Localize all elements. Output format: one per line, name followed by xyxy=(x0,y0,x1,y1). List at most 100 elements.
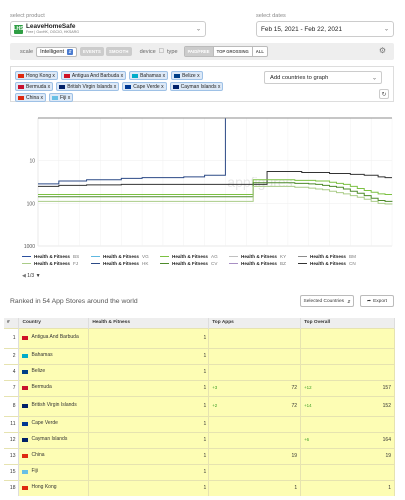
type-segmented-control: PAID/FREE TOP GROSSING ALL xyxy=(183,46,268,57)
flag-icon xyxy=(22,470,29,474)
legend-label: Health & Fitness xyxy=(172,254,208,259)
legend-item[interactable]: Health & Fitness BS xyxy=(22,253,91,260)
gear-icon[interactable]: ⚙ xyxy=(378,46,386,55)
legend-item[interactable]: Health & Fitness HK xyxy=(91,260,160,267)
country-chip[interactable]: Hong Kong x xyxy=(15,71,58,80)
country-chip[interactable]: Cayman Islands x xyxy=(169,82,224,91)
y-tick-label: 10 xyxy=(29,159,35,165)
table-cell: 1 xyxy=(88,347,210,364)
series-line xyxy=(38,171,392,187)
legend-row: Health & Fitness FJ Health & Fitness HK Heal… xyxy=(22,260,394,267)
chart-toolbar: scale Intelligent ⇵ EVENTS SMOOTH device… xyxy=(10,43,394,60)
top-overall-delta: +12 xyxy=(304,385,312,390)
country-panel: Hong Kong x Antigua And Barbuda x Bahamas … xyxy=(10,66,394,102)
legend-item[interactable]: Health & Fitness FJ xyxy=(22,260,91,267)
product-select[interactable]: LHS LeaveHomeSafe Free | GovHK, OGCIO, H… xyxy=(10,21,206,37)
legend-country-code: BM xyxy=(349,254,356,259)
legend-swatch xyxy=(91,255,100,258)
table-cell xyxy=(208,363,302,380)
row-number: 11 xyxy=(10,421,16,427)
pager-next-icon[interactable]: ▼ xyxy=(35,273,41,279)
country-chip[interactable]: China x xyxy=(15,93,46,102)
top-apps-rank: 72 xyxy=(291,385,298,391)
category-rank: 1 xyxy=(203,437,207,443)
export-label: Export xyxy=(373,298,387,304)
legend-item[interactable]: Health & Fitness CV xyxy=(160,260,229,267)
col-num[interactable]: # xyxy=(4,318,20,328)
selected-countries-select[interactable]: Selected Countries ⇵ xyxy=(300,295,354,307)
flag-icon xyxy=(172,84,179,89)
table-cell: Cayman Islands xyxy=(18,431,90,448)
type-top-grossing[interactable]: TOP GROSSING xyxy=(213,47,253,56)
flag-icon xyxy=(22,404,29,408)
legend-item[interactable]: Health & Fitness BM xyxy=(298,253,367,260)
col-country[interactable]: Country xyxy=(18,318,90,328)
legend-swatch xyxy=(298,255,307,258)
table-cell xyxy=(300,463,395,480)
table-cell: Bermuda xyxy=(18,379,90,396)
table-row[interactable]: 2 Bahamas 1 xyxy=(4,347,395,364)
table-cell: Bahamas xyxy=(18,347,90,364)
country-chip[interactable]: Fiji x xyxy=(48,93,74,102)
type-all[interactable]: ALL xyxy=(252,47,267,56)
country-chip-label: Belize x xyxy=(182,72,200,79)
table-row[interactable]: 18 Hong Kong 1 1 1 xyxy=(4,479,395,496)
table-row[interactable]: 13 China 1 19 19 xyxy=(4,447,395,464)
legend-item[interactable]: Health & Fitness CN xyxy=(298,260,367,267)
table-row[interactable]: 15 Fiji 1 xyxy=(4,463,395,480)
table-row[interactable]: 7 Bermuda 1 +3 72 +12 157 xyxy=(4,379,395,396)
pager-prev-icon[interactable]: ◀ xyxy=(22,273,26,279)
legend-item[interactable]: Health & Fitness KY xyxy=(229,253,298,260)
table-cell: 1 xyxy=(88,479,210,496)
country-chip[interactable]: Bermuda x xyxy=(15,82,54,91)
legend-swatch xyxy=(298,262,307,265)
flag-icon xyxy=(22,422,29,426)
events-button[interactable]: EVENTS xyxy=(80,47,104,56)
country-chip[interactable]: Antigua And Barbuda x xyxy=(60,71,127,80)
category-rank: 1 xyxy=(203,335,207,341)
ranking-title: Ranked in 54 App Stores around the world xyxy=(10,298,138,305)
export-button[interactable]: ➦ Export xyxy=(360,295,394,307)
category-rank: 1 xyxy=(203,403,207,409)
table-cell: 1 xyxy=(208,479,302,496)
pager-value: 1/3 xyxy=(27,273,35,279)
table-row[interactable]: 1 Antigua And Barbuda 1 xyxy=(4,327,395,348)
country-chip[interactable]: Cape Verde x xyxy=(122,82,167,91)
legend-item[interactable]: Health & Fitness AG xyxy=(160,253,229,260)
table-row[interactable]: 8 British Virgin Islands 1 +2 72 +14 152 xyxy=(4,395,395,416)
legend-label: Health & Fitness xyxy=(241,254,277,259)
table-row[interactable]: 12 Cayman Islands 1 +6 164 xyxy=(4,431,395,448)
country-chip-label: Antigua And Barbuda x xyxy=(71,72,124,79)
country-chip[interactable]: Belize x xyxy=(171,71,203,80)
col-health-fitness[interactable]: Health & Fitness xyxy=(88,318,210,328)
table-cell: Fiji xyxy=(18,463,90,480)
refresh-icon[interactable]: ↻ xyxy=(379,89,389,99)
table-cell: 19 xyxy=(208,447,302,464)
row-number: 12 xyxy=(9,437,16,443)
table-cell xyxy=(208,347,302,364)
legend-item[interactable]: Health & Fitness VG xyxy=(91,253,160,260)
legend-pager[interactable]: ◀ 1/3 ▼ xyxy=(22,273,41,279)
scale-select[interactable]: Intelligent ⇵ xyxy=(36,46,78,57)
col-top-apps[interactable]: Top Apps xyxy=(208,318,302,328)
legend-item[interactable]: Health & Fitness BZ xyxy=(229,260,298,267)
date-range-select[interactable]: Feb 15, 2021 - Feb 22, 2021 ⌄ xyxy=(256,21,394,37)
type-paid-free[interactable]: PAID/FREE xyxy=(184,47,214,56)
col-top-overall[interactable]: Top Overall xyxy=(300,318,395,328)
legend-country-code: VG xyxy=(142,254,149,259)
flag-icon xyxy=(22,438,29,442)
table-cell xyxy=(208,327,302,348)
apple-icon[interactable]:  xyxy=(159,48,164,55)
legend-country-code: KY xyxy=(280,254,287,259)
country-chip[interactable]: Bahamas x xyxy=(129,71,169,80)
flag-icon xyxy=(22,370,29,374)
chevron-down-icon: ⌄ xyxy=(195,26,201,33)
country-name: Cape Verde xyxy=(31,420,58,427)
country-chip[interactable]: British Virgin Islands x xyxy=(56,82,120,91)
table-row[interactable]: 11 Cape Verde 1 xyxy=(4,415,395,432)
smooth-button[interactable]: SMOOTH xyxy=(105,47,132,56)
add-countries-select[interactable]: Add countries to graph ⌄ xyxy=(264,71,382,84)
country-chips: Hong Kong x Antigua And Barbuda x Bahamas … xyxy=(15,71,235,102)
table-cell: Cape Verde xyxy=(18,415,90,432)
table-row[interactable]: 4 Belize 1 xyxy=(4,363,395,380)
